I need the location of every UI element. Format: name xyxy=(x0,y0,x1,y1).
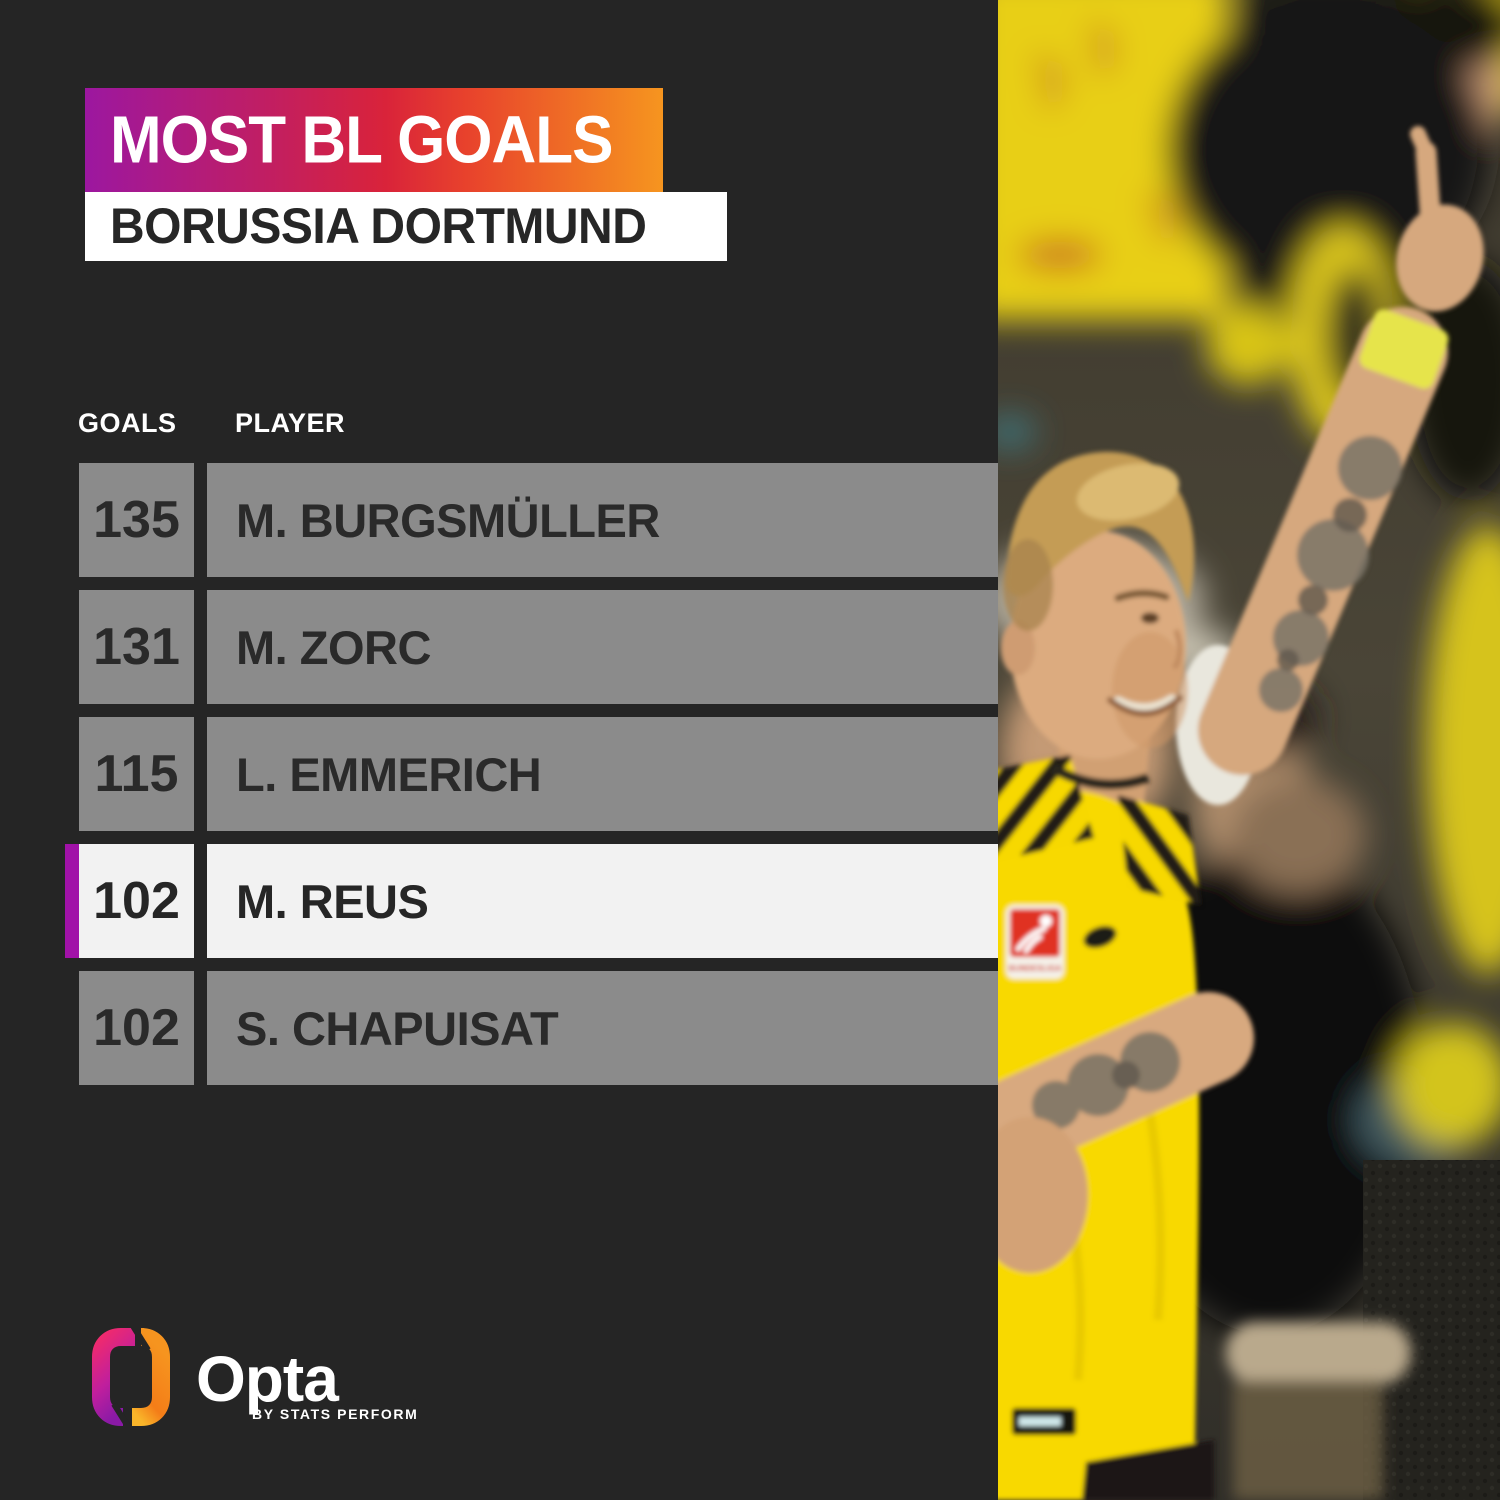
player-name-label: L. EMMERICH xyxy=(236,747,542,801)
player-figure: BUNDESLIGA xyxy=(998,126,1484,1500)
puma-logo xyxy=(1083,925,1117,949)
opta-wordmark: Opta xyxy=(196,1343,339,1415)
player-name-label: M. ZORC xyxy=(236,620,431,674)
raised-arm xyxy=(1198,126,1484,775)
team-subtitle: BORUSSIA DORTMUND xyxy=(110,198,647,255)
player-name-label: M. BURGSMÜLLER xyxy=(236,493,660,547)
jersey: BUNDESLIGA xyxy=(998,755,1201,1500)
highlight-accent-bar xyxy=(65,844,79,958)
player-name: L. EMMERICH xyxy=(207,717,998,831)
player-name: M. ZORC xyxy=(207,590,998,704)
table-row: 131 M. ZORC xyxy=(0,590,1000,704)
table-row: 102 S. CHAPUISAT xyxy=(0,971,1000,1085)
player-name: M. REUS xyxy=(207,844,998,958)
table-row: 135 M. BURGSMÜLLER xyxy=(0,463,1000,577)
player-head xyxy=(1001,451,1195,809)
opta-logo-icon xyxy=(92,1328,170,1426)
title-banner: MOST BL GOALS xyxy=(85,88,663,192)
player-name: S. CHAPUISAT xyxy=(207,971,998,1085)
opta-byline: BY STATS PERFORM xyxy=(252,1406,419,1422)
table-row-highlighted: 102 M. REUS xyxy=(0,844,1000,958)
puma-wordmark-strip xyxy=(1012,1408,1076,1435)
crossing-arm xyxy=(998,992,1254,1273)
shoulder-stripes-right xyxy=(1118,795,1201,905)
goals-value: 131 xyxy=(79,590,194,704)
hand xyxy=(1396,204,1484,312)
goals-column-header: GOALS xyxy=(78,408,177,438)
goals-value: 135 xyxy=(79,463,194,577)
pointing-finger xyxy=(1415,141,1443,251)
player-column-header: PLAYER xyxy=(235,408,346,438)
table-column-headers: GOALS PLAYER xyxy=(0,408,1000,438)
subtitle-bar: BORUSSIA DORTMUND xyxy=(85,192,727,261)
shorts xyxy=(1082,1440,1214,1500)
goals-value: 102 xyxy=(79,971,194,1085)
smile xyxy=(1112,694,1178,715)
goals-value: 102 xyxy=(79,844,194,958)
background-panel xyxy=(1226,1160,1500,1500)
player-name: M. BURGSMÜLLER xyxy=(207,463,998,577)
player-name-label: M. REUS xyxy=(236,874,429,928)
collar xyxy=(1050,763,1150,790)
goals-value: 115 xyxy=(79,717,194,831)
player-photo: BUNDESLIGA xyxy=(998,0,1500,1500)
table-row: 115 L. EMMERICH xyxy=(0,717,1000,831)
bundesliga-patch-label: BUNDESLIGA xyxy=(1009,964,1062,973)
bundesliga-patch: BUNDESLIGA xyxy=(1006,905,1064,979)
player-name-label: S. CHAPUISAT xyxy=(236,1001,559,1055)
yellow-wristband xyxy=(1359,309,1449,389)
page-title: MOST BL GOALS xyxy=(110,102,614,178)
